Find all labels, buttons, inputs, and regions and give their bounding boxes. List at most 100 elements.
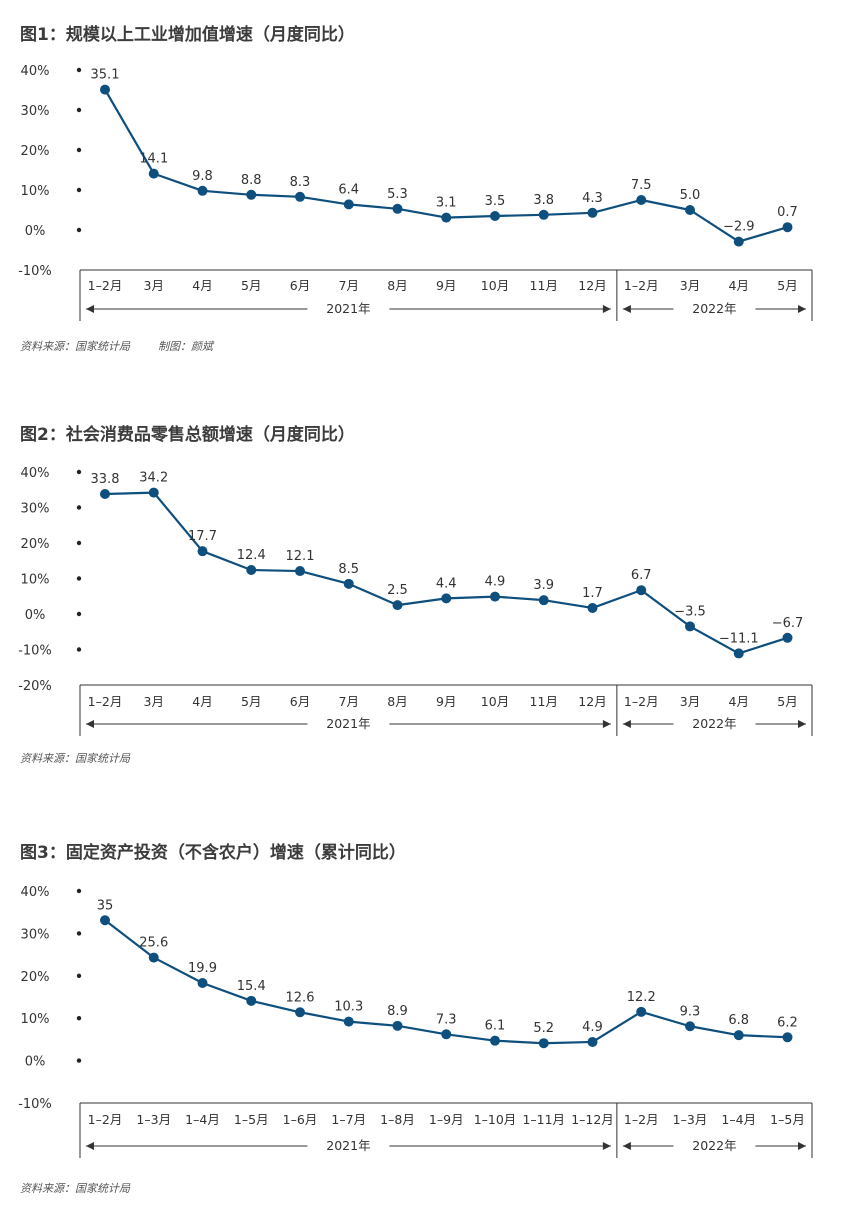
x-tick-label: 7月 [339,278,359,293]
data-label: 12.6 [286,990,315,1005]
x-tick-label: 1–2月 [88,1112,123,1127]
data-label: 4.9 [582,1020,603,1035]
y-tick-label: 30% [21,502,50,517]
x-tick-label: 6月 [290,694,310,709]
y-tick-dot [76,888,82,894]
data-point [343,199,354,210]
x-tick-label: 3月 [680,278,700,293]
x-tick-label: 4月 [192,694,212,709]
data-point [685,621,695,632]
y-tick-label: -20% [18,679,52,694]
x-tick-label: 12月 [578,278,606,293]
data-point [636,1006,647,1017]
data-label: 6.1 [485,1019,506,1034]
data-point [246,564,257,575]
data-label: 7.5 [631,178,652,193]
data-label: 12.2 [627,990,656,1005]
data-point [490,1035,500,1046]
arrow-right-icon [602,1142,611,1150]
data-point [538,595,549,606]
y-tick-label: 10% [21,1012,50,1027]
data-label: 34.2 [139,471,168,486]
x-tick-label: 1–7月 [331,1112,366,1127]
x-tick-label: 9月 [436,694,456,709]
data-point [197,546,208,557]
data-label: 2.5 [387,583,408,598]
data-label: 10.3 [334,1000,363,1015]
x-tick-label: 1–10月 [474,1112,517,1127]
y-tick-label: -10% [18,1097,52,1112]
data-point [148,952,159,963]
year-group-label: 2022年 [692,301,736,316]
data-label: 3.9 [533,578,554,593]
y-tick-label: 20% [21,537,50,552]
data-point [636,195,647,205]
data-point [782,632,793,643]
arrow-right-icon [798,305,806,313]
data-point [490,211,500,221]
data-point [343,1016,354,1027]
data-point [197,978,208,989]
y-tick-label: 20% [21,970,50,985]
y-tick-dot [76,67,82,73]
y-tick-label: 20% [21,144,50,159]
data-label: 9.8 [192,169,213,184]
chart-1-title: 图1：规模以上工业增加值增速（月度同比） [20,25,355,45]
year-group-label: 2021年 [326,716,370,731]
y-tick-label: 40% [21,885,50,900]
data-label: 6.2 [777,1015,798,1030]
data-label: 5.2 [533,1021,554,1036]
data-point [587,602,598,613]
data-label: 8.3 [290,175,311,190]
y-tick-dot [76,540,82,546]
chart-1-source-text: 资料来源：国家统计局 [20,340,130,353]
data-point [100,84,110,95]
data-point [295,1007,305,1018]
chart-3-source-text: 资料来源：国家统计局 [20,1182,130,1195]
x-tick-label: 1–4月 [185,1112,220,1127]
x-tick-label: 1–5月 [770,1112,805,1127]
data-point [782,222,793,233]
data-point [685,1021,695,1032]
x-tick-label: 3月 [144,694,164,709]
data-label: 12.1 [286,549,315,564]
data-point [197,185,208,196]
chart-2-source-text: 资料来源：国家统计局 [20,752,130,765]
data-point [246,995,257,1006]
data-label: −6.7 [772,616,804,631]
data-label: 8.8 [241,173,262,188]
data-point [343,578,354,589]
y-tick-dot [76,576,82,581]
data-point [295,191,305,202]
x-tick-label: 4月 [729,694,749,709]
chart-1-plot: 40% 30% 20% 10% 0% -10% 1–2月 3月 4月 5月 6月 7月 8月 9月 10月 1… [18,64,813,321]
data-label: 12.4 [237,548,266,563]
data-point [392,203,403,214]
chart-3-title: 图3：固定资产投资（不含农户）增速（累计同比） [20,843,406,863]
data-label: 4.9 [485,575,506,590]
data-point [733,236,744,247]
x-tick-label: 1–2月 [624,694,659,709]
chart-3-source: 资料来源：国家统计局 [20,1180,158,1196]
data-label: 6.4 [338,182,359,197]
arrow-right-icon [798,1142,806,1150]
data-point [733,1030,744,1041]
data-point [587,1036,598,1047]
x-tick-label: 4月 [729,278,749,293]
data-point [441,593,452,604]
x-tick-label: 3月 [144,278,164,293]
data-label: 1.7 [582,586,603,601]
y-tick-dot [76,227,82,233]
x-tick-label: 9月 [436,278,456,293]
data-point [636,585,647,596]
data-label: 7.3 [436,1012,457,1027]
chart-2-title: 图2：社会消费品零售总额增速（月度同比） [20,425,355,445]
data-label: 17.7 [188,529,217,544]
data-label: 35.1 [91,68,120,83]
y-tick-dot [76,973,82,978]
y-tick-dot [76,469,82,475]
data-label: 5.0 [680,188,701,203]
data-label: 9.3 [680,1004,701,1019]
x-tick-label: 4月 [192,278,212,293]
data-point [392,1020,403,1031]
